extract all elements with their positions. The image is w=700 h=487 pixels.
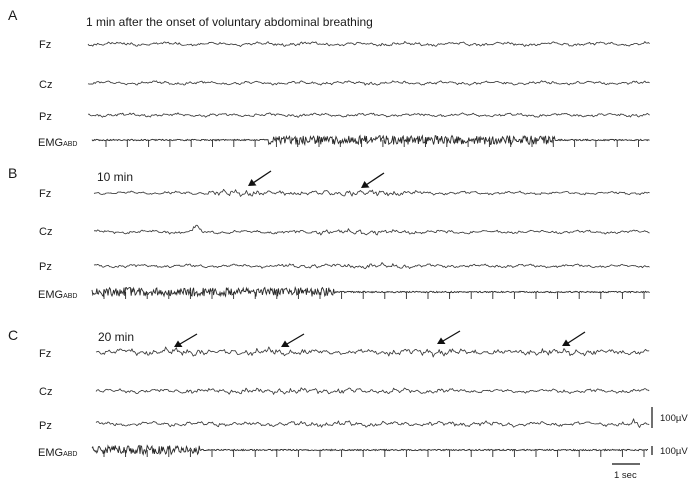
emg-amplitude-scale-label: 100µV <box>660 446 688 457</box>
panel-a-cz-trace <box>87 80 650 86</box>
panel-b: B 10 min Fz Cz Pz EMGABD <box>8 165 650 301</box>
panel-b-pz-trace <box>93 262 650 270</box>
panel-a-fz-trace <box>87 41 650 47</box>
scale-bars: 100µV 100µV 1 sec <box>612 407 688 481</box>
panel-c-arrow <box>562 331 586 346</box>
panel-c: C 20 min Fz Cz Pz EMGABD <box>8 327 650 459</box>
panel-c-arrow <box>281 333 305 347</box>
panel-b-emg-label: EMGABD <box>38 289 77 301</box>
panel-a-pz-trace <box>87 112 650 118</box>
panel-a-letter: A <box>8 7 18 23</box>
panel-c-fz-label: Fz <box>39 348 51 360</box>
panel-b-letter: B <box>8 165 17 181</box>
panel-c-fz-trace <box>95 346 650 358</box>
panel-c-letter: C <box>8 327 18 343</box>
time-scale-label: 1 sec <box>614 470 637 481</box>
emg-signal <box>91 286 650 298</box>
panel-c-arrow <box>437 330 461 344</box>
panel-b-cz-label: Cz <box>39 226 52 238</box>
panel-c-arrow <box>174 333 198 347</box>
panel-c-cz-trace <box>95 387 650 395</box>
panel-c-title: 20 min <box>98 330 134 344</box>
panel-b-pz-label: Pz <box>39 261 52 273</box>
panel-a-fz-label: Fz <box>39 39 51 51</box>
panel-b-fz-label: Fz <box>39 188 51 200</box>
panel-b-emg-trace <box>91 286 650 299</box>
panel-a-title: 1 min after the onset of voluntary abdom… <box>86 15 373 29</box>
panel-b-arrow <box>361 172 385 188</box>
panel-a-emg-label: EMGABD <box>38 137 77 149</box>
panel-c-emg-trace <box>91 444 648 457</box>
eeg-amplitude-scale-label: 100µV <box>660 413 688 424</box>
panel-b-title: 10 min <box>97 170 133 184</box>
panel-c-emg-label: EMGABD <box>38 447 77 459</box>
panel-c-pz-label: Pz <box>39 420 52 432</box>
panel-c-pz-trace <box>95 418 650 428</box>
panel-b-cz-trace <box>93 224 650 236</box>
emg-signal <box>91 134 650 147</box>
panel-a: A 1 min after the onset of voluntary abd… <box>8 7 650 149</box>
panel-a-emg-trace <box>91 134 650 147</box>
panel-a-cz-label: Cz <box>39 79 52 91</box>
emg-signal <box>91 444 648 456</box>
panel-a-pz-label: Pz <box>39 111 52 123</box>
panel-b-arrow <box>248 170 272 186</box>
panel-c-cz-label: Cz <box>39 386 52 398</box>
panel-b-fz-trace <box>93 188 650 197</box>
